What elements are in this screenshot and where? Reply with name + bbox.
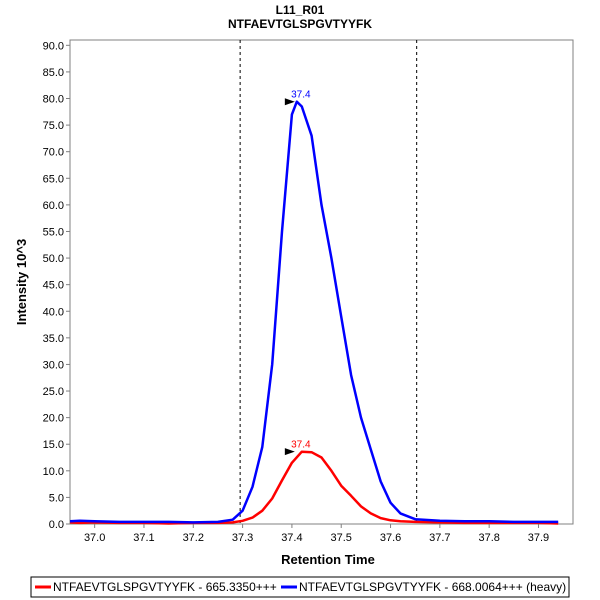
plot-frame bbox=[69, 39, 574, 525]
y-tick-label: 80.0 bbox=[43, 94, 64, 106]
legend-label-heavy: NTFAEVTGLSPGVTYYFK - 668.0064+++ (heavy) bbox=[299, 580, 566, 594]
apex-marker-light bbox=[284, 448, 295, 456]
x-tick-label: 37.6 bbox=[380, 532, 401, 544]
apex-label-light: 37.4 bbox=[291, 440, 311, 451]
y-tick-label: 30.0 bbox=[43, 359, 64, 371]
y-tick-label: 10.0 bbox=[43, 466, 64, 478]
x-tick-label: 37.9 bbox=[528, 532, 549, 544]
x-tick-label: 37.2 bbox=[183, 532, 204, 544]
y-tick-label: 85.0 bbox=[43, 67, 64, 79]
y-tick-label: 5.0 bbox=[49, 492, 64, 504]
y-tick-label: 45.0 bbox=[43, 280, 64, 292]
y-tick-label: 70.0 bbox=[43, 147, 64, 159]
legend: NTFAEVTGLSPGVTYYFK - 665.3350+++ NTFAEVT… bbox=[30, 576, 570, 598]
apex-marker-heavy bbox=[284, 98, 295, 106]
y-tick-label: 55.0 bbox=[43, 226, 64, 238]
y-tick-label: 75.0 bbox=[43, 120, 64, 132]
legend-label-light: NTFAEVTGLSPGVTYYFK - 665.3350+++ bbox=[53, 580, 277, 594]
y-tick-label: 20.0 bbox=[43, 413, 64, 425]
chart-subtitle: NTFAEVTGLSPGVTYYFK bbox=[228, 17, 372, 31]
y-tick-label: 15.0 bbox=[43, 439, 64, 451]
y-tick-label: 90.0 bbox=[43, 40, 64, 52]
x-tick-label: 37.4 bbox=[281, 532, 302, 544]
y-tick-label: 65.0 bbox=[43, 173, 64, 185]
chart-title: L11_R01 bbox=[276, 3, 325, 17]
y-tick-label: 60.0 bbox=[43, 200, 64, 212]
y-tick-label: 40.0 bbox=[43, 306, 64, 318]
y-tick-label: 25.0 bbox=[43, 386, 64, 398]
x-axis-title: Retention Time bbox=[281, 552, 375, 567]
y-tick-label: 0.0 bbox=[49, 519, 64, 531]
y-tick-label: 35.0 bbox=[43, 333, 64, 345]
x-tick-label: 37.8 bbox=[478, 532, 499, 544]
y-tick-label: 50.0 bbox=[43, 253, 64, 265]
x-tick-label: 37.1 bbox=[133, 532, 154, 544]
plot-area: 0.0 5.0 10.0 15.0 20.0 25.0 30.0 35.0 40.0 45.0 50… bbox=[43, 39, 574, 544]
x-tick-label: 37.3 bbox=[232, 532, 253, 544]
apex-label-heavy: 37.4 bbox=[291, 90, 311, 101]
x-tick-label: 37.7 bbox=[429, 532, 450, 544]
y-axis-title: Intensity 10^3 bbox=[14, 239, 29, 325]
x-tick-label: 37.5 bbox=[331, 532, 352, 544]
legend-box bbox=[30, 576, 570, 598]
series-line-heavy bbox=[69, 100, 559, 524]
x-tick-label: 37.0 bbox=[84, 532, 105, 544]
